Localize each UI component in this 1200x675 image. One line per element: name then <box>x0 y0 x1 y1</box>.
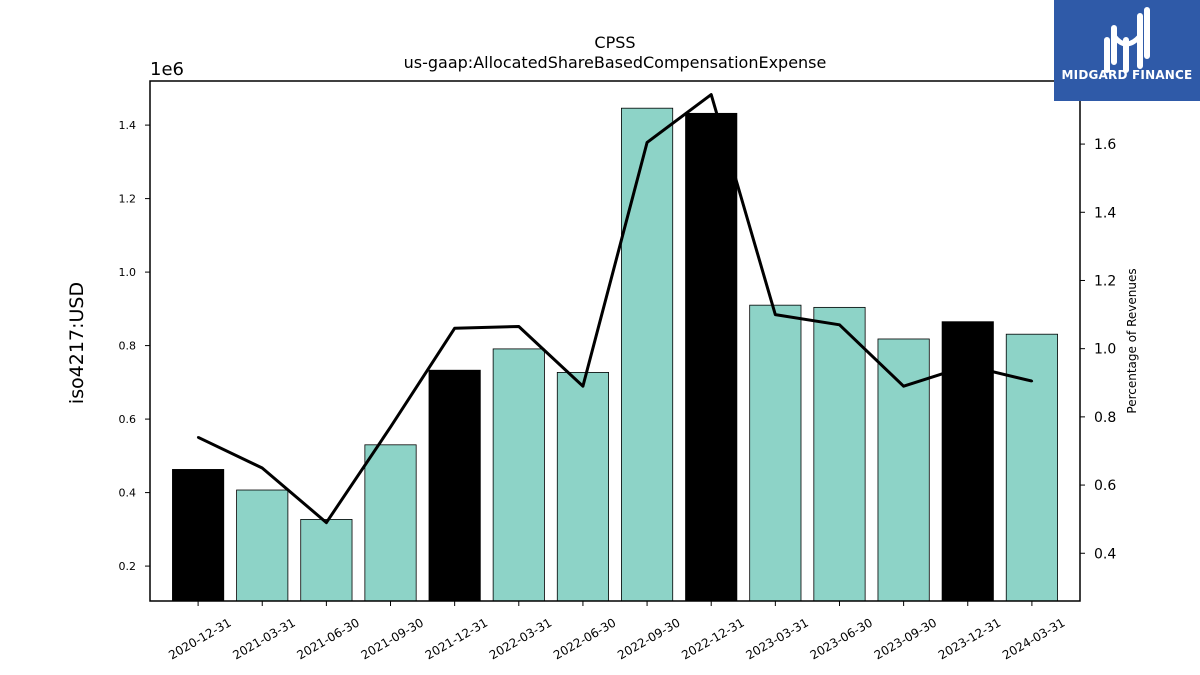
y2-tick-label: 1.4 <box>1094 205 1116 221</box>
y2-axis-label: Percentage of Revenues <box>1125 268 1139 413</box>
y2-tick-label: 1.2 <box>1094 273 1116 289</box>
x-tick-label: 2023-06-30 <box>808 615 875 662</box>
line-point <box>645 141 649 144</box>
y2-ticks: 0.4 0.6 0.8 1.0 1.2 1.4 1.6 <box>1080 137 1116 562</box>
line-point <box>710 93 713 96</box>
line-point <box>902 384 905 388</box>
y-tick-label: 1.0 <box>119 266 137 279</box>
x-tick-label: 2021-03-31 <box>230 615 297 662</box>
y-offset-label: 1e6 <box>150 59 184 80</box>
line-point <box>1030 379 1034 383</box>
x-tick-label: 2022-09-30 <box>615 615 682 662</box>
chart-title: CPSS <box>594 33 635 52</box>
x-tick-label: 2022-12-31 <box>679 615 746 662</box>
bar <box>941 321 994 602</box>
line-point <box>389 425 392 429</box>
x-tick-label: 2022-03-31 <box>487 615 554 662</box>
chart-subtitle: us-gaap:AllocatedShareBasedCompensationE… <box>404 53 827 72</box>
y2-tick-label: 1.6 <box>1094 137 1116 153</box>
logo-mark-icon <box>1104 7 1150 73</box>
line-point <box>517 325 520 328</box>
line-path <box>197 93 1033 525</box>
x-tick-label: 2020-12-31 <box>166 615 233 662</box>
x-tick-label: 2023-03-31 <box>743 615 810 662</box>
bar <box>300 519 353 602</box>
logo-text: MIDGARD FINANCE <box>1061 68 1193 82</box>
x-tick-label: 2024-03-31 <box>1000 615 1067 662</box>
y2-tick-label: 0.6 <box>1094 478 1116 494</box>
line-point <box>325 521 328 524</box>
bar <box>492 348 545 602</box>
bar <box>813 306 866 602</box>
y2-tick-label: 1.0 <box>1094 342 1116 358</box>
x-tick-label: 2021-12-31 <box>423 615 490 662</box>
x-tick-label: 2022-06-30 <box>551 615 618 662</box>
bar <box>556 372 609 602</box>
line-point <box>453 327 456 330</box>
y-tick-label: 0.4 <box>119 487 137 500</box>
y2-tick-label: 0.4 <box>1094 546 1116 562</box>
bar <box>364 444 417 602</box>
y-tick-label: 0.6 <box>119 413 137 426</box>
line-point <box>774 313 777 316</box>
x-tick-label: 2023-12-31 <box>936 615 1003 662</box>
x-tick-label: 2023-09-30 <box>872 615 939 662</box>
y-tick-label: 1.4 <box>119 119 137 132</box>
bar <box>428 369 481 602</box>
x-tick-label: 2021-09-30 <box>359 615 426 662</box>
bar <box>1005 333 1058 602</box>
bars <box>172 107 1058 602</box>
line-point <box>261 466 264 470</box>
bar <box>685 112 738 602</box>
bar <box>236 489 289 602</box>
x-tick-label: 2021-06-30 <box>294 615 361 662</box>
y2-tick-label: 0.8 <box>1094 410 1116 426</box>
line-series <box>196 93 1034 525</box>
bar <box>877 338 930 602</box>
line-point <box>581 384 585 388</box>
line-point <box>966 364 969 367</box>
y-tick-label: 0.2 <box>119 560 137 573</box>
y-axis-label: iso4217:USD <box>66 282 88 404</box>
bar <box>749 304 802 602</box>
plot-frame <box>149 80 1081 602</box>
midgard-finance-logo: MIDGARD FINANCE <box>1054 0 1200 101</box>
line-point <box>196 436 200 439</box>
line-point <box>838 323 841 327</box>
bar <box>621 107 674 602</box>
y-tick-label: 0.8 <box>119 340 137 353</box>
y-tick-label: 1.2 <box>119 193 137 206</box>
x-ticks: 2020-12-312021-03-312021-06-302021-09-30… <box>166 601 1067 662</box>
y-ticks: 0.2 0.4 0.6 0.8 1.0 1.2 1.4 <box>119 119 150 573</box>
bar <box>172 469 225 602</box>
